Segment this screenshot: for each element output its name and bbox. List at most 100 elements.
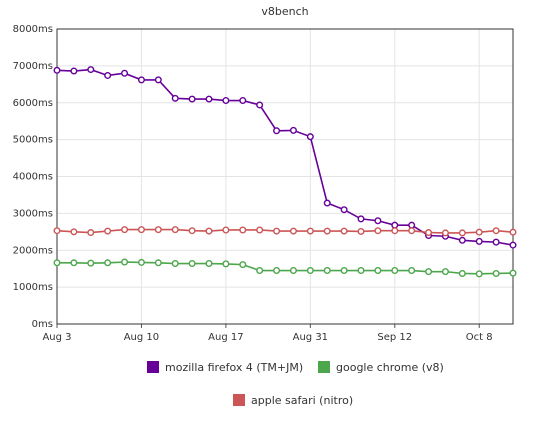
data-point	[154, 76, 162, 84]
data-point	[509, 269, 517, 277]
data-point	[121, 226, 129, 234]
data-point	[357, 215, 365, 223]
data-point	[53, 259, 61, 267]
data-point	[458, 229, 466, 237]
data-point	[121, 69, 129, 77]
data-point	[306, 267, 314, 275]
data-point	[154, 226, 162, 234]
data-point	[509, 241, 517, 249]
data-point	[306, 133, 314, 141]
data-point	[323, 199, 331, 207]
x-tick-label: Oct 8	[466, 332, 493, 343]
legend-label: apple safari (nitro)	[251, 394, 353, 407]
data-point	[205, 227, 213, 235]
data-point	[323, 227, 331, 235]
data-point	[475, 270, 483, 278]
x-tick-label: Aug 17	[208, 332, 243, 343]
data-point	[357, 267, 365, 275]
data-point	[188, 95, 196, 103]
data-point	[137, 76, 145, 84]
y-tick-label: 2000ms	[13, 245, 53, 256]
data-point	[374, 217, 382, 225]
data-point	[104, 71, 112, 79]
data-point	[70, 228, 78, 236]
data-point	[222, 97, 230, 105]
data-point	[256, 267, 264, 275]
data-point	[222, 226, 230, 234]
data-point	[137, 258, 145, 266]
data-point	[171, 94, 179, 102]
data-point	[509, 228, 517, 236]
data-point	[171, 260, 179, 268]
legend-swatch	[147, 361, 159, 373]
data-point	[273, 127, 281, 135]
data-point	[87, 229, 95, 237]
data-point	[70, 67, 78, 75]
series-line	[57, 261, 514, 275]
x-tick-label: Sep 12	[377, 332, 412, 343]
data-point	[475, 228, 483, 236]
data-point	[306, 227, 314, 235]
series-line	[56, 68, 514, 246]
data-point	[188, 227, 196, 235]
data-point	[104, 259, 112, 267]
legend-swatch	[233, 394, 245, 406]
data-point	[53, 66, 61, 74]
legend-label: google chrome (v8)	[336, 361, 444, 374]
data-point	[408, 267, 416, 275]
data-point	[323, 267, 331, 275]
data-point	[87, 259, 95, 267]
data-point	[492, 269, 500, 277]
legend-swatch	[318, 361, 330, 373]
data-point	[391, 227, 399, 235]
data-point	[441, 229, 449, 237]
data-point	[408, 221, 416, 229]
plot-frame	[56, 28, 514, 325]
y-tick-label: 4000ms	[13, 172, 53, 183]
y-tick-label: 0ms	[32, 319, 53, 330]
data-point	[340, 227, 348, 235]
data-point	[475, 237, 483, 245]
data-point	[425, 268, 433, 276]
data-point	[154, 259, 162, 267]
series-line	[56, 228, 514, 234]
data-point	[391, 267, 399, 275]
data-point	[458, 269, 466, 277]
data-point	[87, 66, 95, 74]
data-point	[458, 236, 466, 244]
data-point	[70, 259, 78, 267]
y-tick-label: 7000ms	[13, 61, 53, 72]
data-point	[408, 227, 416, 235]
data-point	[188, 260, 196, 268]
data-point	[239, 261, 247, 269]
data-point	[374, 227, 382, 235]
data-point	[357, 227, 365, 235]
data-point	[256, 101, 264, 109]
data-point	[441, 268, 449, 276]
data-point	[425, 229, 433, 237]
y-tick-label: 8000ms	[13, 24, 53, 35]
x-tick-label: Aug 31	[293, 332, 328, 343]
legend-label: mozilla firefox 4 (TM+JM)	[165, 361, 303, 374]
data-point	[374, 267, 382, 275]
data-point	[239, 226, 247, 234]
data-point	[340, 267, 348, 275]
y-tick-label: 1000ms	[13, 282, 53, 293]
y-tick-label: 5000ms	[13, 135, 53, 146]
y-tick-label: 3000ms	[13, 208, 53, 219]
data-point	[104, 227, 112, 235]
data-point	[492, 227, 500, 235]
x-tick-label: Aug 3	[42, 332, 71, 343]
data-point	[239, 97, 247, 105]
data-point	[222, 260, 230, 268]
data-point	[289, 126, 297, 134]
data-point	[289, 227, 297, 235]
data-point	[121, 258, 129, 266]
data-point	[340, 206, 348, 214]
data-point	[205, 95, 213, 103]
data-point	[492, 238, 500, 246]
chart-title: v8bench	[261, 5, 308, 18]
data-point	[137, 226, 145, 234]
data-point	[273, 227, 281, 235]
